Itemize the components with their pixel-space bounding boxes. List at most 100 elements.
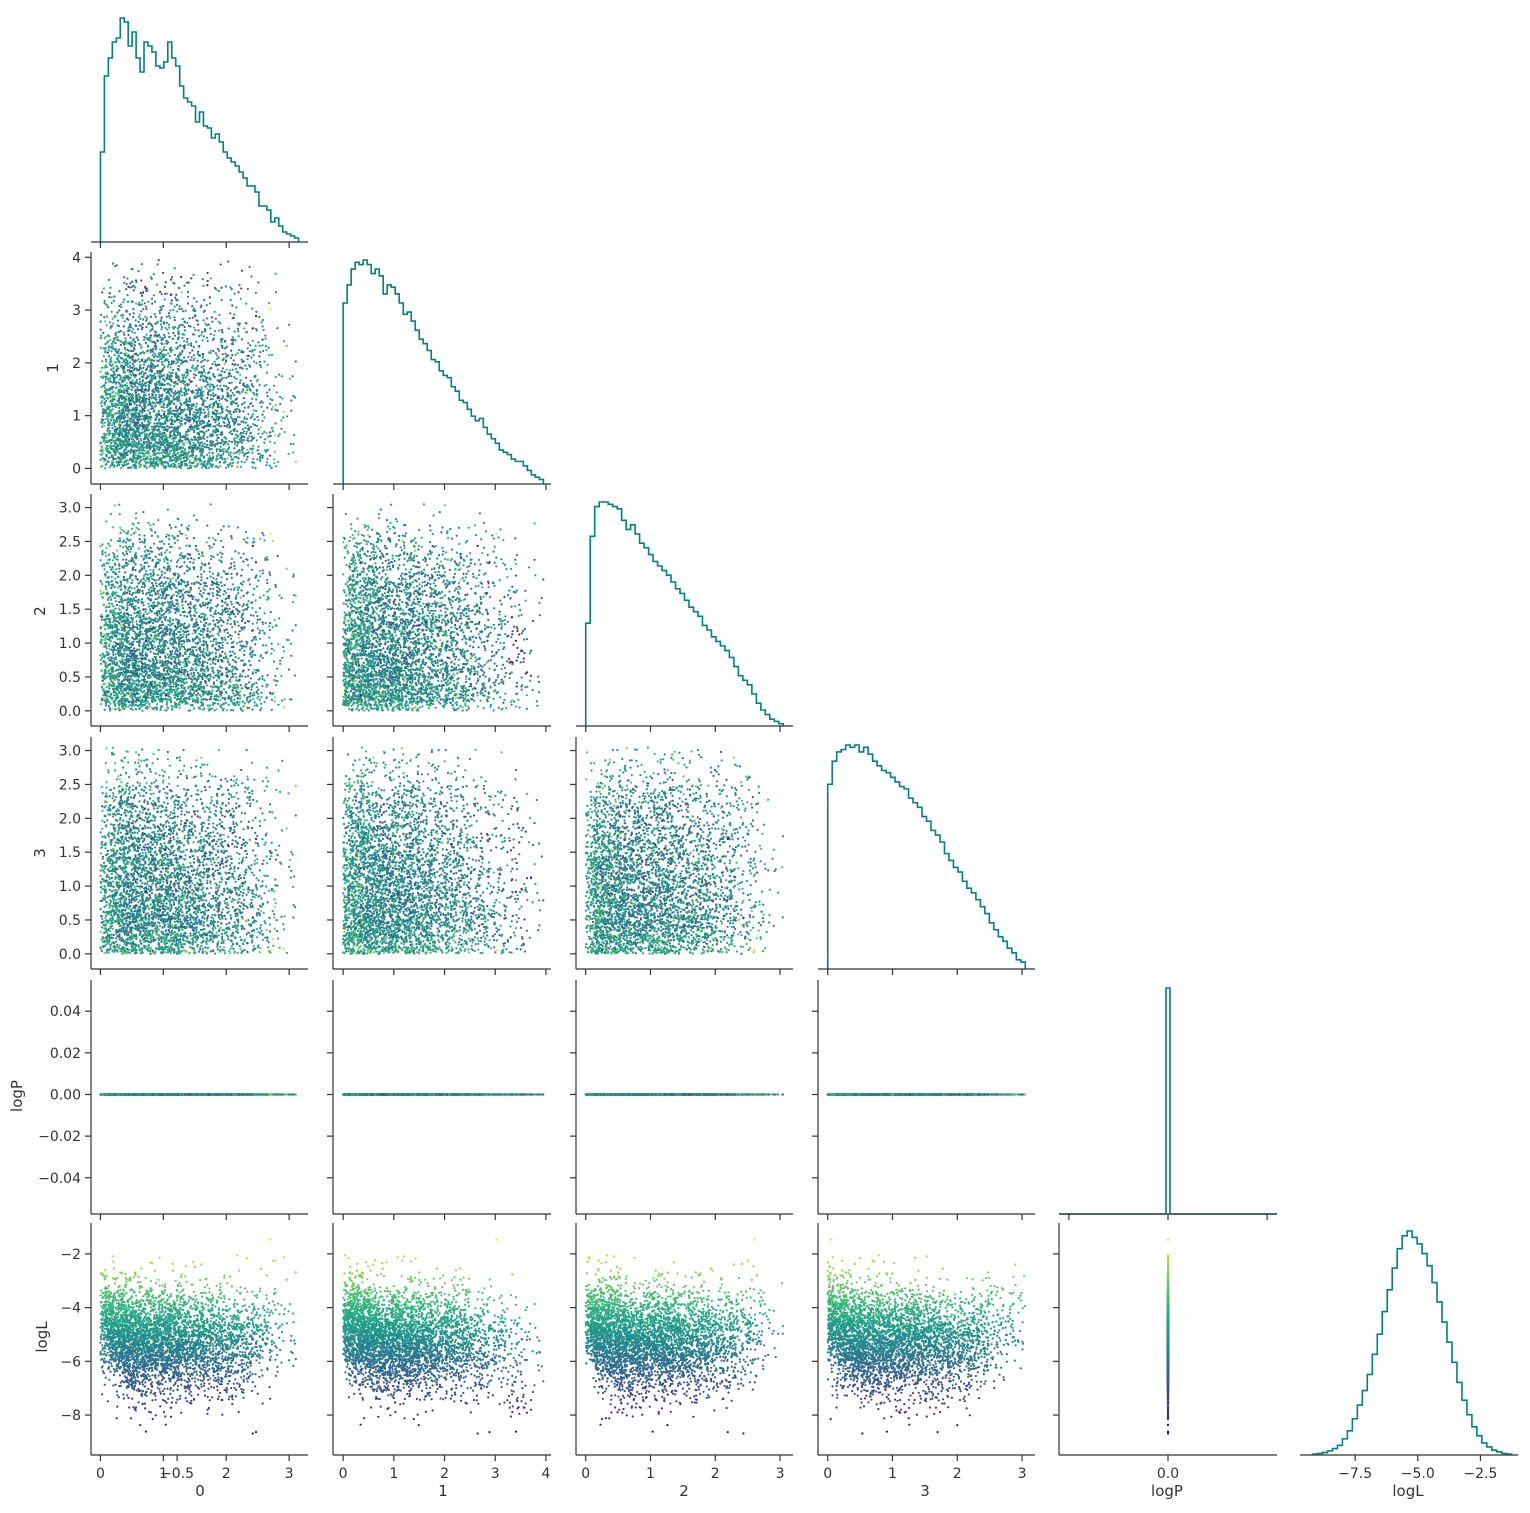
scatter-point [106,315,108,317]
y-axis-label-1: 1 [44,363,62,373]
scatter-point [232,411,234,413]
scatter-point [233,394,235,396]
scatter-point [161,350,163,352]
scatter-point [155,355,157,357]
scatter-point [100,314,102,316]
scatter-point [136,404,138,406]
scatter-point [206,304,208,306]
scatter-point [130,350,132,352]
scatter-point [107,428,109,430]
scatter-point [261,457,263,459]
scatter-point [159,356,161,358]
scatter-point [244,427,246,429]
scatter-point [280,419,282,421]
scatter-point [190,345,192,347]
scatter-point [142,308,144,310]
scatter-point [188,400,190,402]
scatter-point [212,389,214,391]
scatter-point [171,416,173,418]
scatter-point [187,296,189,298]
scatter-point [170,351,172,353]
scatter-point [116,358,118,360]
scatter-point [274,442,276,444]
scatter-point [211,448,213,450]
scatter-point [140,310,142,312]
scatter-point [138,316,140,318]
scatter-point [204,310,206,312]
scatter-point [273,462,275,464]
scatter-point [157,263,159,265]
scatter-point [281,375,283,377]
scatter-point [294,396,296,398]
scatter-point [202,339,204,341]
scatter-point [111,464,113,466]
scatter-point [143,447,145,449]
scatter-point [105,378,107,380]
scatter-point [144,316,146,318]
scatter-point [141,371,143,373]
scatter-point [212,373,214,375]
scatter-point [150,334,152,336]
scatter-point [100,347,102,349]
scatter-point [162,464,164,466]
scatter-point [176,304,178,306]
scatter-point [122,314,124,316]
scatter-point [159,306,161,308]
scatter-point [191,367,193,369]
scatter-point [109,339,111,341]
scatter-point [117,320,119,322]
scatter-point [113,300,115,302]
scatter-point [209,386,211,388]
scatter-point [158,419,160,421]
scatter-point [190,277,192,279]
scatter-point [112,318,114,320]
scatter-point [265,338,267,340]
scatter-point [263,416,265,418]
scatter-point [183,340,185,342]
scatter-point [105,347,107,349]
scatter-point [131,438,133,440]
scatter-point [170,423,172,425]
scatter-point [206,440,208,442]
scatter-point [178,463,180,465]
scatter-point [105,440,107,442]
scatter-point [240,451,242,453]
scatter-point [194,438,196,440]
scatter-point [246,358,248,360]
scatter-point [112,323,114,325]
scatter-point [127,342,129,344]
scatter-point [184,329,186,331]
scatter-point [107,306,109,308]
scatter-point [246,392,248,394]
scatter-point [256,458,258,460]
scatter-point [183,418,185,420]
scatter-point [206,388,208,390]
scatter-point [225,467,227,469]
scatter-point [153,411,155,413]
scatter-point [100,335,102,337]
scatter-point [144,450,146,452]
scatter-point [186,375,188,377]
scatter-point [269,403,271,405]
scatter-point [293,443,295,445]
scatter-point [125,358,127,360]
scatter-point [162,305,164,307]
scatter-point [237,461,239,463]
scatter-point [169,309,171,311]
scatter-point [269,435,271,437]
scatter-point [238,349,240,351]
scatter-point [214,376,216,378]
scatter-point [173,328,175,330]
scatter-point [238,441,240,443]
scatter-point [224,353,226,355]
scatter-point [156,356,158,358]
scatter-point [295,360,297,362]
scatter-point [179,425,181,427]
scatter-point [114,265,116,267]
scatter-point [241,359,243,361]
scatter-point [120,306,122,308]
scatter-point [132,380,134,382]
scatter-point [230,397,232,399]
scatter-point [151,303,153,305]
